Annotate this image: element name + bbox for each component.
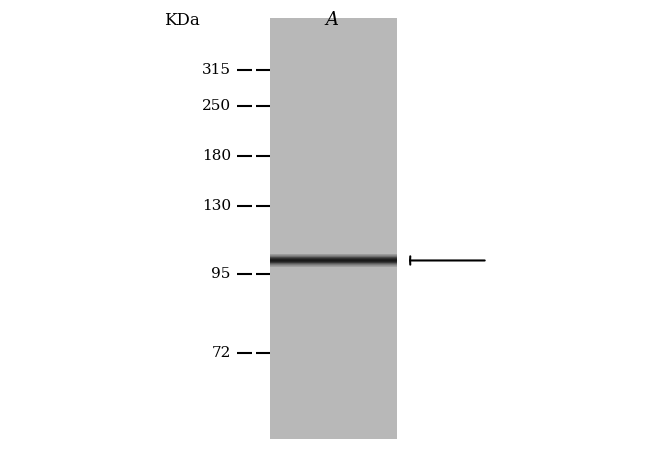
Text: KDa: KDa <box>164 12 200 29</box>
Text: A: A <box>325 11 338 29</box>
Text: 315: 315 <box>202 63 231 77</box>
Text: 72: 72 <box>211 347 231 360</box>
Text: 250: 250 <box>202 100 231 113</box>
Text: 95: 95 <box>211 267 231 281</box>
Bar <box>270 18 396 439</box>
Text: 180: 180 <box>202 149 231 163</box>
Text: 130: 130 <box>202 199 231 213</box>
